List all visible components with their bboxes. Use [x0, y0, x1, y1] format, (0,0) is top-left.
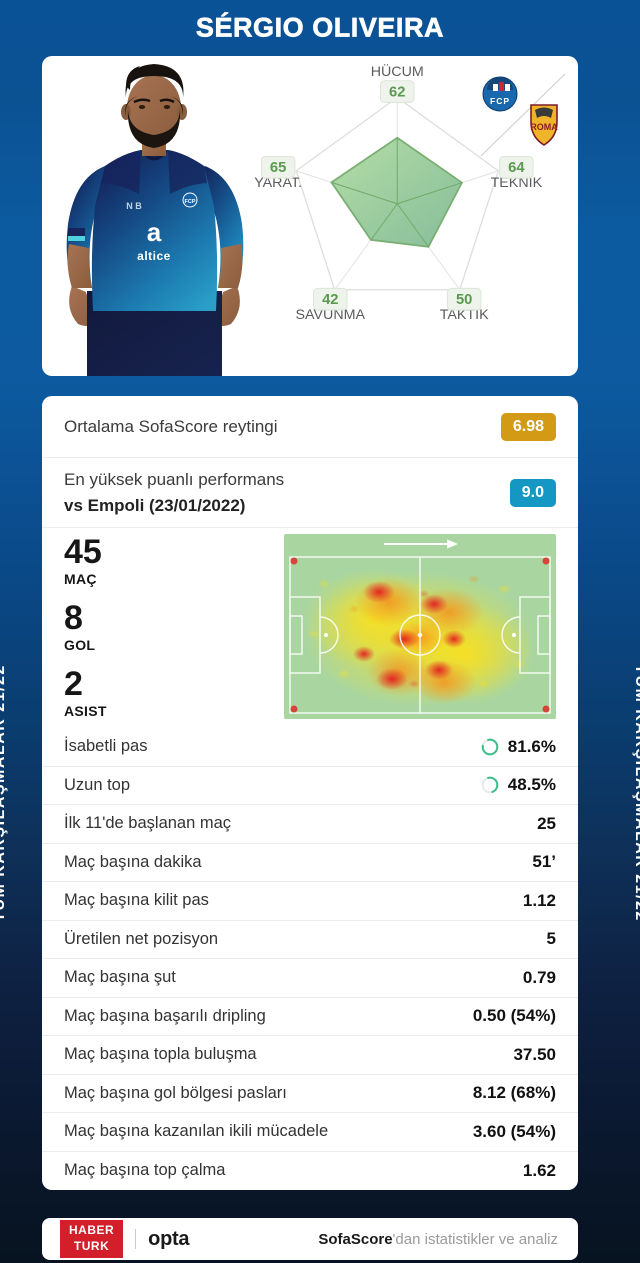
svg-text:42: 42: [322, 292, 338, 308]
svg-text:N B: N B: [126, 201, 142, 211]
svg-text:65: 65: [270, 160, 286, 176]
svg-text:a: a: [147, 217, 162, 247]
svg-text:50: 50: [456, 292, 472, 308]
svg-text:altice: altice: [137, 249, 171, 263]
svg-text:FCP: FCP: [185, 199, 196, 205]
svg-text:HÜCUM: HÜCUM: [371, 62, 424, 80]
svg-text:62: 62: [389, 84, 405, 100]
svg-text:FCP: FCP: [490, 96, 510, 106]
svg-text:64: 64: [508, 160, 525, 176]
svg-text:ROMA: ROMA: [530, 122, 558, 132]
